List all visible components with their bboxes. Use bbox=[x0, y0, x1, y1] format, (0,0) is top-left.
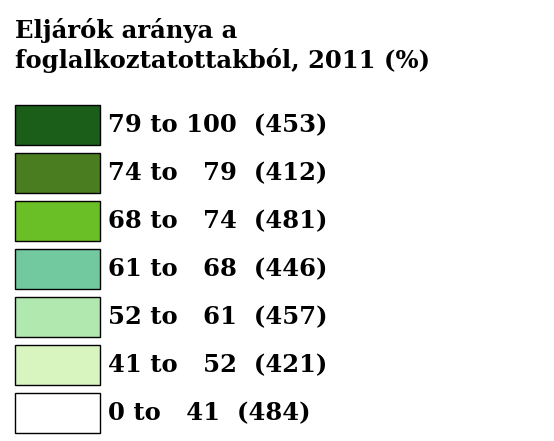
Bar bbox=[15, 201, 100, 241]
Bar bbox=[15, 393, 100, 433]
Bar bbox=[15, 345, 100, 385]
Text: 79 to 100  (453): 79 to 100 (453) bbox=[108, 113, 327, 137]
Text: Eljárók aránya a: Eljárók aránya a bbox=[15, 18, 237, 43]
Bar bbox=[15, 105, 100, 145]
Bar bbox=[15, 249, 100, 289]
Text: 61 to   68  (446): 61 to 68 (446) bbox=[108, 257, 327, 281]
Text: 68 to   74  (481): 68 to 74 (481) bbox=[108, 209, 327, 233]
Text: foglalkoztatottakból, 2011 (%): foglalkoztatottakból, 2011 (%) bbox=[15, 48, 430, 73]
Bar bbox=[15, 297, 100, 337]
Text: 41 to   52  (421): 41 to 52 (421) bbox=[108, 353, 327, 377]
Text: 74 to   79  (412): 74 to 79 (412) bbox=[108, 161, 327, 185]
Text: 52 to   61  (457): 52 to 61 (457) bbox=[108, 305, 327, 329]
Bar bbox=[15, 153, 100, 193]
Text: 0 to   41  (484): 0 to 41 (484) bbox=[108, 401, 310, 425]
